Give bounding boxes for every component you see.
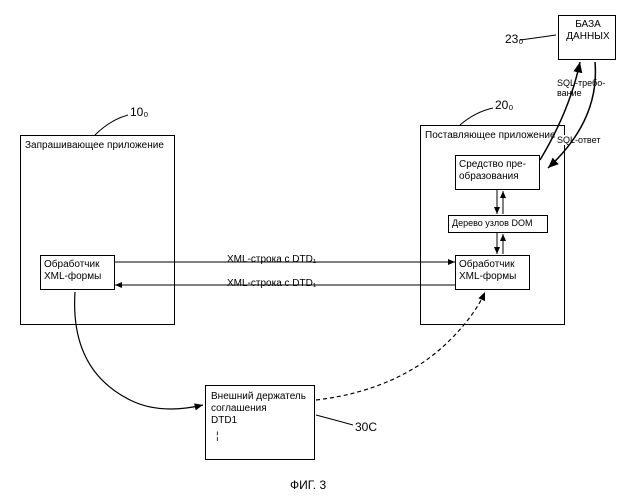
dom-tree-box: Дерево узлов DOM [448,215,548,233]
callout-providing: 20₀ [495,98,513,112]
callout-requesting: 10₀ [130,105,148,119]
conversion-tool-box: Средство пре- образования [455,155,540,190]
figure-caption: ФИГ. 3 [290,478,326,492]
xml-handler-left: Обработчик XML-формы [40,255,115,290]
xml-handler-left-label: Обработчик XML-формы [44,259,101,283]
sql-request-label: SQL-требо- вание [555,78,607,98]
xml-handler-right-label: Обработчик XML-формы [459,259,516,283]
external-holder-box: Внешний держатель соглашения DTD1 ¦ [205,385,315,460]
database-box: БАЗА ДАННЫХ [558,15,616,60]
callout-external: 30С [355,420,377,434]
conversion-tool-label: Средство пре- образования [459,159,526,183]
xml-line1-label: XML-строка с DTD₁ [225,254,318,265]
external-holder-label: Внешний держатель соглашения DTD1 [211,391,306,427]
requesting-app-title: Запрашивающее приложение [25,140,164,152]
providing-app-title: Поставляющее приложение [425,130,556,142]
external-holder-dots: ¦ [216,431,220,443]
xml-handler-right: Обработчик XML-формы [455,255,530,290]
database-label: БАЗА ДАННЫХ [562,19,614,43]
dom-tree-label: Дерево узлов DOM [452,218,532,229]
requesting-app-box: Запрашивающее приложение [20,135,175,325]
callout-database: 23₀ [505,32,523,46]
xml-line2-label: XML-строка с DTD₁ [225,278,318,289]
sql-response-label: SQL-ответ [555,135,602,145]
